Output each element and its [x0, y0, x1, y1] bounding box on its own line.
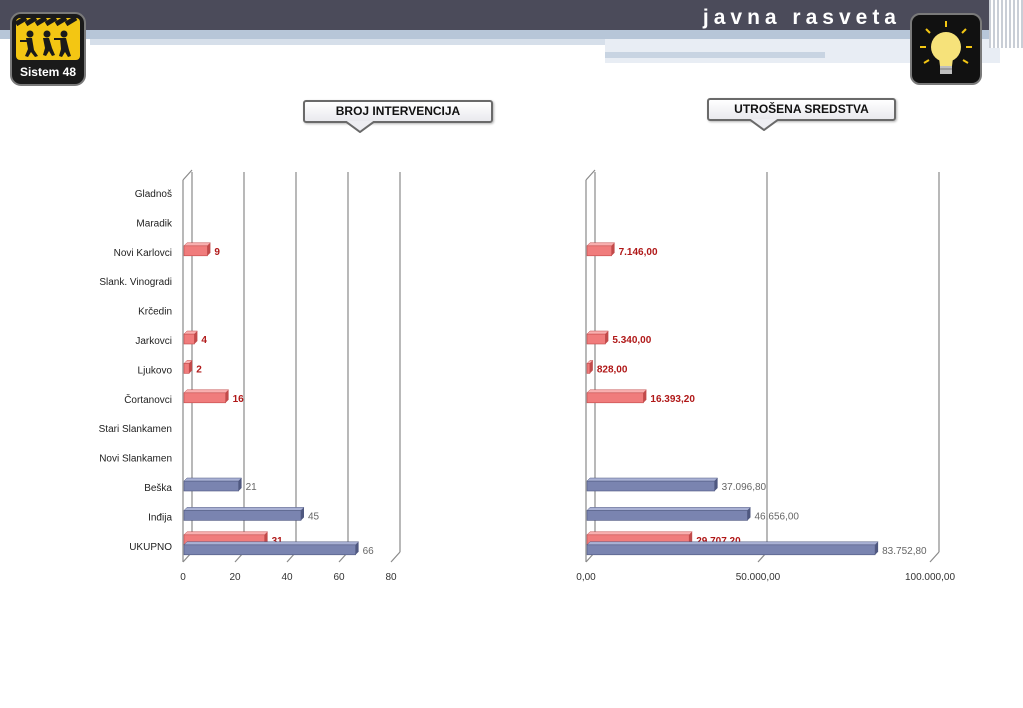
right-gridline-foot: [929, 551, 940, 563]
left-category-label: Gladnoš: [135, 189, 172, 200]
left-xtick-label: 40: [281, 572, 293, 583]
left-bar: [183, 477, 243, 492]
right-bar: [586, 477, 719, 492]
right-data-label: 16.393,20: [650, 394, 695, 405]
workers-logo-icon: Sistem 48: [10, 12, 86, 86]
right-data-label: 5.340,00: [612, 335, 651, 346]
left-category-label: Stari Slankamen: [99, 424, 172, 435]
left-category-label: Čortanovci: [124, 393, 172, 406]
left-bar: [183, 389, 230, 404]
left-category-label: Novi Slankamen: [99, 454, 172, 465]
left-bar: [183, 330, 199, 345]
right-bar: [586, 507, 752, 521]
right-data-label: 7.146,00: [619, 247, 658, 258]
left-category-label: Maradik: [136, 218, 173, 229]
left-category-label: Inđija: [148, 512, 172, 523]
left-bar: [183, 507, 305, 521]
right-data-label: 46.656,00: [754, 511, 799, 522]
left-xtick-label: 20: [229, 572, 241, 583]
left-category-label: Slank. Vinogradi: [99, 277, 172, 288]
right-xtick-label: 100.000,00: [905, 572, 955, 583]
right-data-label: 37.096,80: [722, 482, 767, 493]
left-data-label: 4: [201, 335, 207, 346]
callout-left: BROJ INTERVENCIJA: [303, 100, 493, 133]
left-axis-top: [182, 169, 193, 181]
logo-text: Sistem 48: [20, 65, 76, 79]
right-bar: [586, 541, 879, 556]
left-xtick-label: 60: [333, 572, 345, 583]
header-stripe: [0, 30, 1000, 39]
left-bar: [183, 360, 193, 374]
right-bar: [586, 330, 609, 345]
right-chart: 0,00 50.000,00 100.000,00 7.146,00 5.340,00 8…: [576, 169, 955, 583]
light-bulb-icon: [910, 13, 982, 85]
callout-right-label: UTROŠENA SREDSTVA: [707, 98, 896, 121]
callout-right-pointer: [749, 119, 779, 131]
left-bar: [183, 242, 212, 257]
left-category-label: Ljukovo: [138, 365, 173, 376]
right-data-label: 83.752,80: [882, 546, 927, 557]
right-xtick-label: 0,00: [576, 572, 596, 583]
left-data-label: 66: [363, 546, 375, 557]
callout-right: UTROŠENA SREDSTVA: [707, 98, 896, 131]
header-stripe-accent: [605, 52, 825, 58]
left-category-label: Novi Karlovci: [114, 248, 172, 259]
callout-left-label: BROJ INTERVENCIJA: [303, 100, 493, 123]
left-data-label: 45: [308, 511, 320, 522]
callout-left-pointer: [345, 121, 375, 133]
right-data-label: 29.707,20: [696, 536, 741, 547]
header-pattern: [989, 0, 1023, 48]
left-data-label: 9: [214, 247, 220, 258]
left-bar: [183, 541, 360, 556]
right-bar: [586, 242, 616, 257]
right-bar: [586, 360, 594, 374]
left-data-label: 16: [233, 394, 245, 405]
header-bar: [0, 0, 1023, 30]
left-category-label: Jarkovci: [135, 336, 172, 347]
right-bar: [586, 531, 693, 546]
left-data-label: 21: [246, 482, 258, 493]
left-xtick-label: 0: [180, 572, 186, 583]
left-data-label: 2: [196, 364, 202, 375]
right-data-label: 828,00: [597, 364, 628, 375]
header-stripe-light: [90, 39, 605, 45]
left-category-label: Beška: [144, 483, 172, 494]
left-chart: 0 20 40 60 80 Gladnoš Maradik Novi Karlovci Slan…: [99, 169, 401, 583]
left-gridline-foot: [390, 551, 401, 563]
left-data-label: 31: [272, 536, 284, 547]
left-xtick-label: 80: [385, 572, 397, 583]
left-category-label: UKUPNO: [129, 542, 172, 553]
right-axis-top: [585, 169, 596, 181]
right-xtick-label: 50.000,00: [736, 572, 781, 583]
right-bar: [586, 389, 647, 404]
left-category-label: Krčedin: [138, 307, 172, 318]
section-title: javna rasveta: [702, 6, 901, 29]
